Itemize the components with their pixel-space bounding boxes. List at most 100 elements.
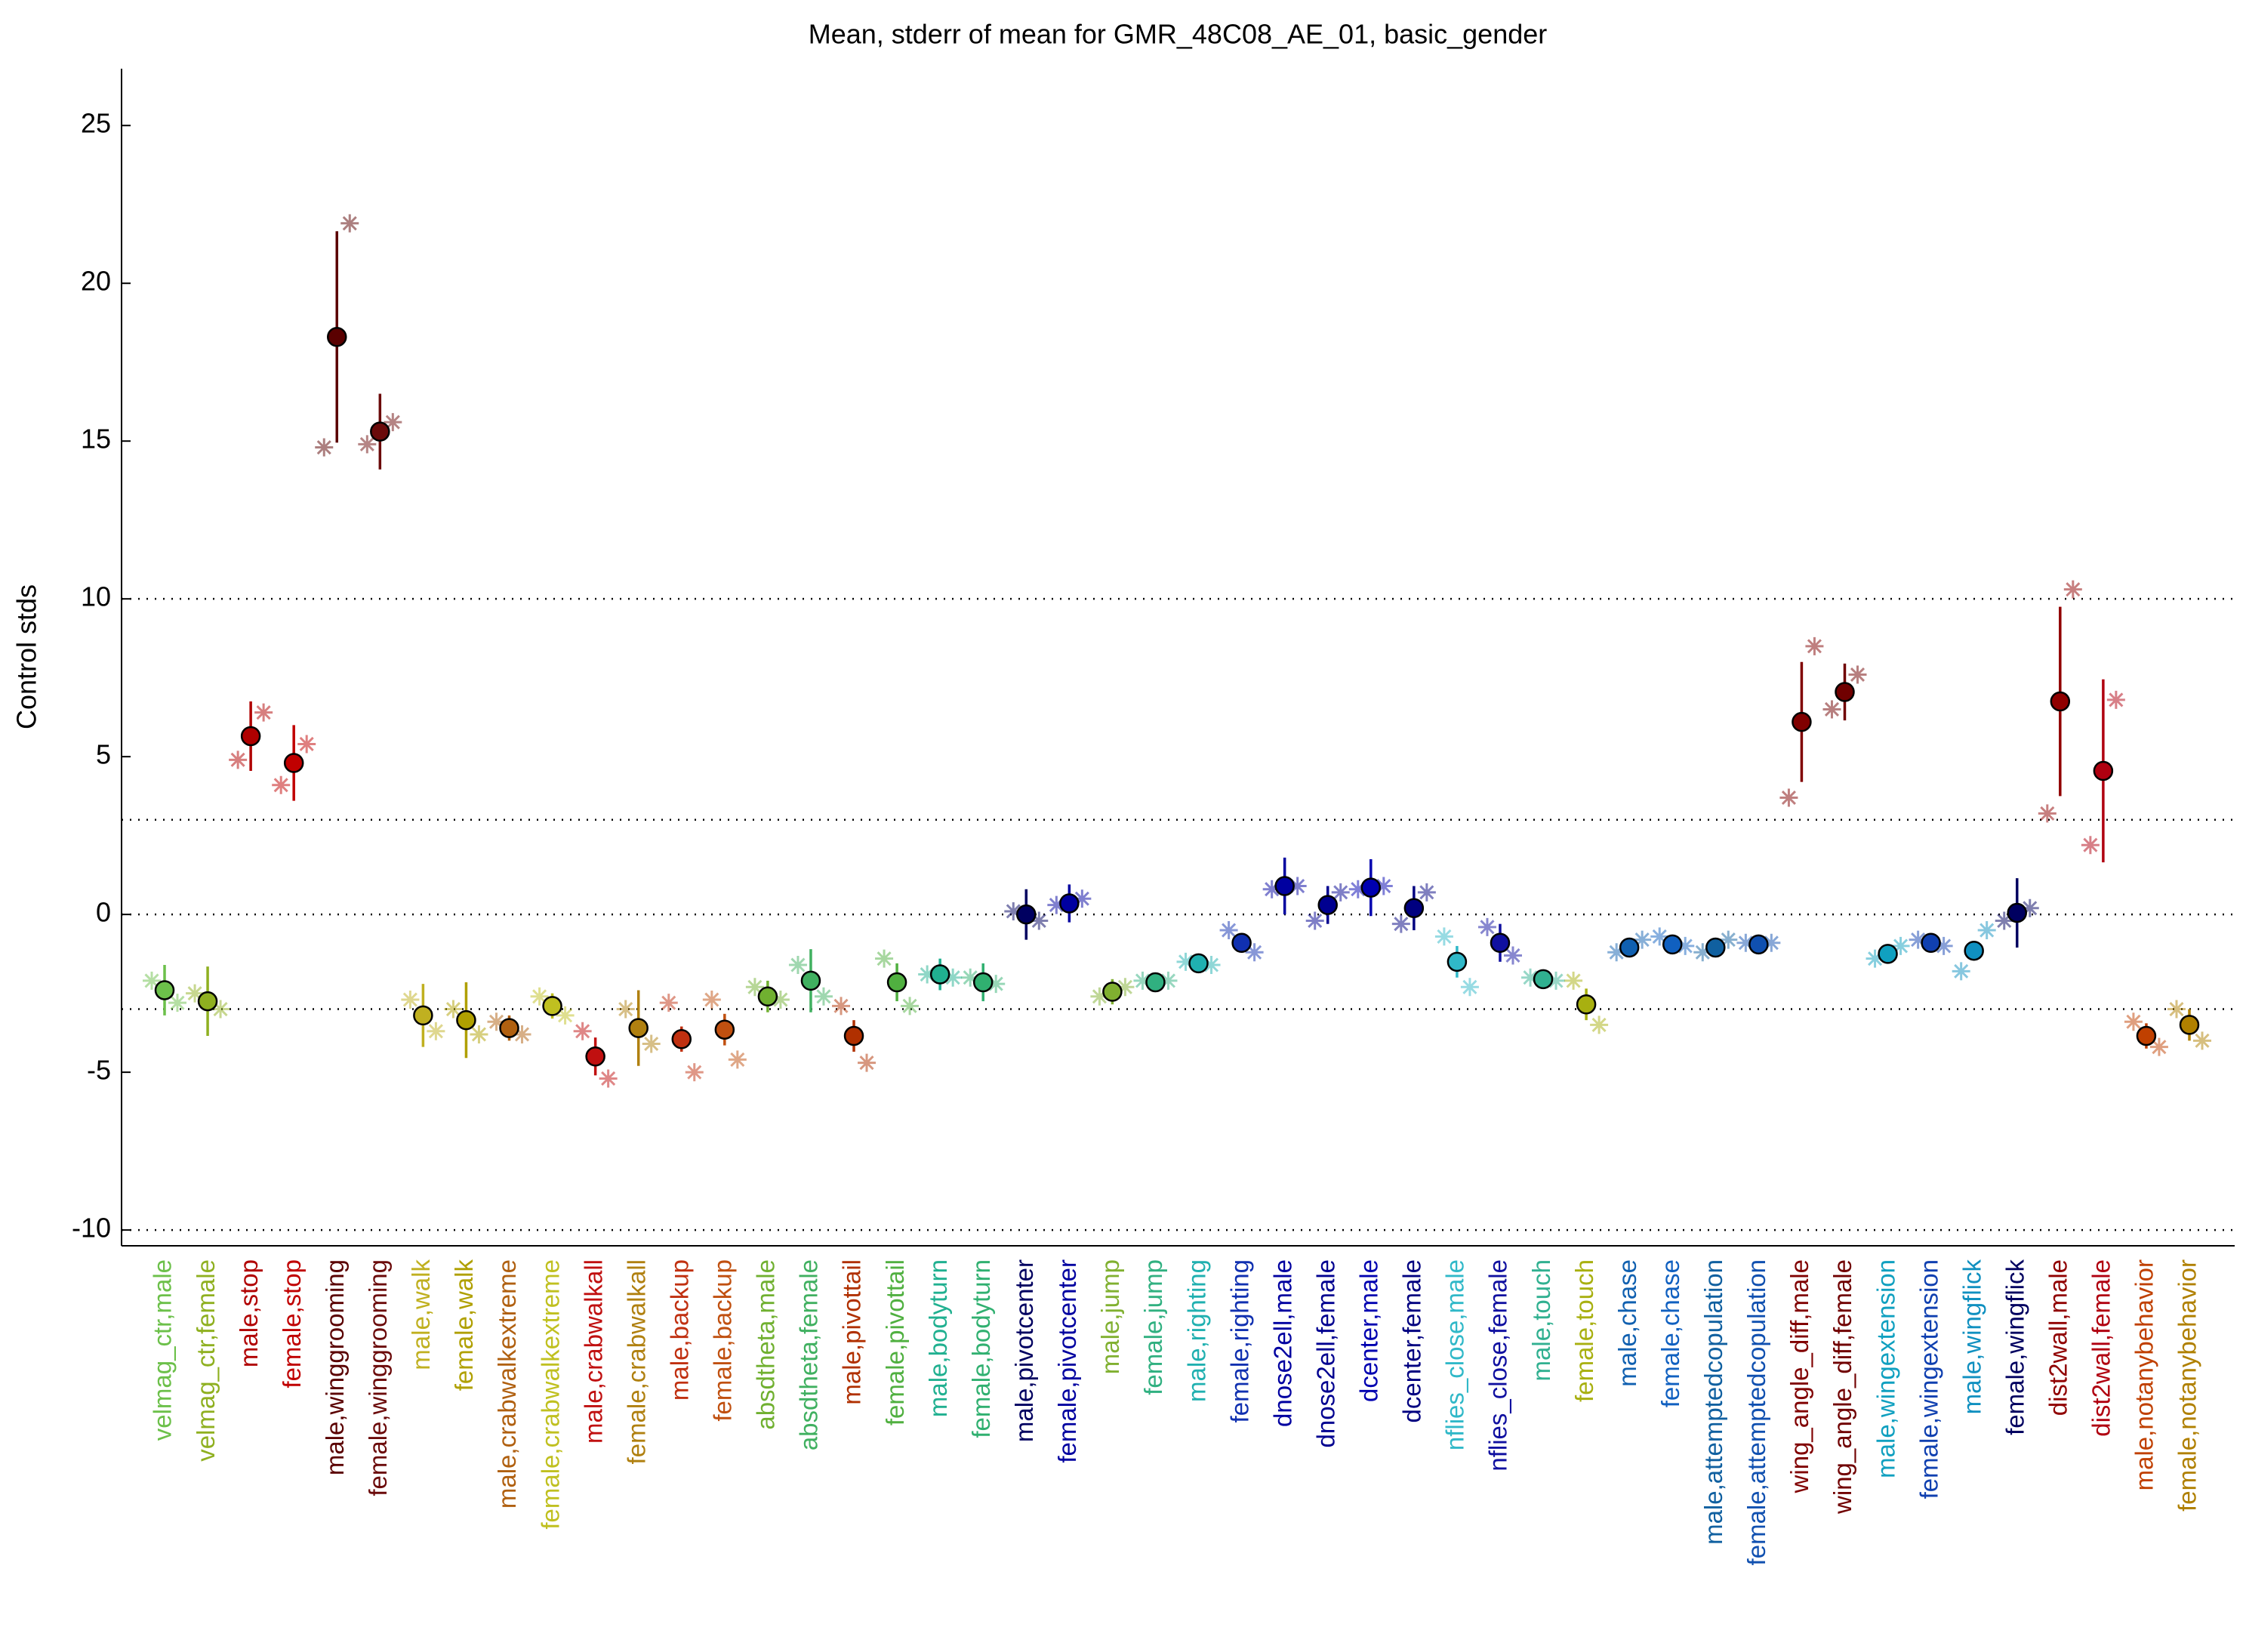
experiment-star bbox=[556, 1006, 575, 1025]
mean-marker bbox=[1059, 893, 1080, 914]
experiment-star bbox=[2149, 1037, 2168, 1056]
experiment-star bbox=[1590, 1016, 1609, 1034]
y-tick-label: 5 bbox=[96, 739, 111, 770]
mean-marker bbox=[1533, 969, 1554, 990]
experiment-star bbox=[1633, 930, 1652, 949]
mean-marker bbox=[542, 996, 562, 1016]
experiment-star bbox=[875, 949, 894, 968]
experiment-star bbox=[1305, 911, 1324, 930]
mean-marker bbox=[2136, 1025, 2157, 1046]
mean-marker bbox=[1360, 877, 1382, 898]
x-tick-label: female,wingextension bbox=[1915, 1259, 1943, 1499]
mean-marker bbox=[929, 964, 950, 985]
x-tick-label: female,crabwalkall bbox=[622, 1259, 650, 1464]
experiment-star bbox=[1891, 936, 1910, 955]
experiment-star bbox=[702, 990, 721, 1009]
mean-marker bbox=[2179, 1015, 2200, 1035]
experiment-star bbox=[1348, 880, 1367, 898]
x-tick-label: female,attemptedcopulation bbox=[1742, 1259, 1770, 1565]
x-tick-label: male,chase bbox=[1613, 1259, 1641, 1387]
mean-marker bbox=[1188, 953, 1209, 974]
experiment-star bbox=[1736, 933, 1755, 952]
x-tick-label: male,backup bbox=[665, 1259, 693, 1401]
experiment-star bbox=[401, 990, 420, 1009]
x-tick-label: female,touch bbox=[1570, 1259, 1598, 1402]
mean-marker bbox=[1705, 937, 1726, 958]
experiment-star bbox=[229, 750, 248, 769]
mean-marker bbox=[1145, 972, 1166, 993]
mean-marker bbox=[628, 1018, 649, 1038]
y-tick-label: -10 bbox=[72, 1213, 111, 1244]
mean-marker bbox=[499, 1018, 519, 1038]
experiment-star bbox=[987, 975, 1006, 994]
mean-marker bbox=[2007, 902, 2027, 923]
experiment-star bbox=[2020, 898, 2039, 917]
experiment-star bbox=[2106, 690, 2125, 709]
experiment-star bbox=[1391, 914, 1410, 933]
experiment-star bbox=[254, 703, 273, 722]
experiment-star bbox=[272, 775, 291, 794]
mean-marker bbox=[1662, 934, 1683, 955]
x-tick-label: male,pivottail bbox=[838, 1259, 866, 1405]
mean-marker bbox=[1835, 682, 1855, 702]
mean-marker bbox=[1231, 932, 1252, 954]
x-tick-label: male,crabwalkextreme bbox=[493, 1259, 521, 1509]
experiment-star bbox=[2038, 804, 2057, 823]
y-tick-label: 0 bbox=[96, 897, 111, 928]
experiment-star bbox=[788, 956, 807, 975]
experiment-star bbox=[211, 1000, 230, 1019]
experiment-star bbox=[2081, 836, 2100, 855]
experiment-star bbox=[1607, 943, 1626, 962]
experiment-star bbox=[1219, 921, 1238, 940]
x-tick-label: male,walk bbox=[407, 1259, 435, 1370]
experiment-star bbox=[444, 1000, 463, 1019]
mean-marker bbox=[1792, 711, 1812, 732]
x-tick-label: male,attemptedcopulation bbox=[1699, 1259, 1727, 1545]
experiment-star bbox=[1521, 968, 1540, 987]
experiment-star bbox=[470, 1025, 488, 1043]
mean-marker bbox=[413, 1005, 433, 1026]
x-tick-label: dist2wall,female bbox=[2087, 1259, 2115, 1437]
experiment-star bbox=[1460, 978, 1479, 997]
mean-marker bbox=[370, 421, 390, 442]
x-tick-label: wing_angle_diff,female bbox=[1829, 1259, 1856, 1515]
x-tick-label: female,righting bbox=[1225, 1259, 1253, 1422]
x-tick-label: female,bodyturn bbox=[967, 1259, 995, 1438]
mean-marker bbox=[843, 1025, 864, 1046]
x-tick-label: velmag_ctr,male bbox=[149, 1259, 177, 1441]
experiment-star bbox=[616, 1000, 635, 1019]
experiment-star bbox=[1262, 880, 1281, 898]
mean-marker bbox=[585, 1046, 605, 1067]
experiment-star bbox=[168, 994, 186, 1012]
chart-title: Mean, stderr of mean for GMR_48C08_AE_01… bbox=[809, 19, 1548, 50]
experiment-star bbox=[1133, 971, 1152, 990]
experiment-star bbox=[1547, 971, 1566, 990]
mean-marker bbox=[972, 972, 994, 993]
x-tick-label: female,pivottail bbox=[881, 1259, 909, 1425]
x-tick-label: male,stop bbox=[235, 1259, 263, 1367]
experiment-star bbox=[1977, 921, 1996, 940]
experiment-star bbox=[1417, 883, 1436, 902]
mean-marker bbox=[1016, 904, 1037, 925]
experiment-star bbox=[513, 1025, 531, 1043]
x-tick-label: male,righting bbox=[1182, 1259, 1210, 1402]
experiment-star bbox=[1331, 883, 1350, 902]
experiment-star bbox=[1866, 949, 1884, 968]
mean-marker bbox=[1921, 932, 1941, 954]
x-tick-label: male,winggrooming bbox=[321, 1259, 349, 1475]
x-tick-label: male,touch bbox=[1527, 1259, 1555, 1381]
experiment-star bbox=[1995, 911, 2013, 930]
experiment-star bbox=[642, 1034, 661, 1053]
experiment-star bbox=[186, 984, 205, 1003]
mean-marker bbox=[2050, 691, 2071, 712]
mean-marker bbox=[154, 980, 175, 1000]
x-tick-label: female,jump bbox=[1139, 1259, 1167, 1395]
experiment-star bbox=[1030, 911, 1049, 930]
x-tick-label: female,walk bbox=[450, 1259, 478, 1392]
experiment-star bbox=[1779, 788, 1798, 807]
experiment-star bbox=[2167, 1000, 2186, 1019]
x-tick-label: nflies_close,male bbox=[1441, 1259, 1469, 1450]
x-tick-label: female,backup bbox=[709, 1259, 737, 1422]
mean-marker bbox=[1274, 876, 1295, 896]
experiment-star bbox=[961, 968, 980, 987]
